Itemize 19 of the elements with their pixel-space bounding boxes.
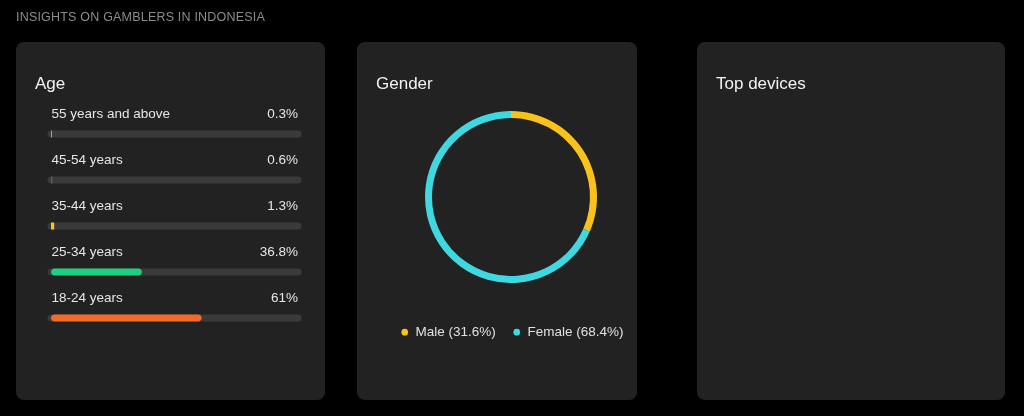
- chart-title: Age: [35, 74, 66, 94]
- y-tick-label: 55 years and above: [51, 106, 171, 121]
- data-label: 36.8%: [259, 244, 298, 259]
- bar: [51, 222, 55, 230]
- y-tick-label: 35-44 years: [51, 198, 124, 213]
- legend-label: Male (31.6%): [415, 324, 496, 340]
- y-tick-label: 45-54 years: [51, 152, 124, 167]
- data-label: 61%: [270, 290, 298, 305]
- donut-slice: [425, 111, 590, 283]
- text: Top devices: [716, 74, 806, 94]
- donut-slice: [511, 111, 597, 232]
- chart-title: Gender: [376, 74, 433, 94]
- data-label: 0.6%: [267, 152, 298, 167]
- legend-label: Female (68.4%): [527, 324, 624, 340]
- y-tick-label: 18-24 years: [51, 290, 124, 305]
- data-label: 1.3%: [267, 198, 298, 213]
- y-tick-label: 25-34 years: [51, 244, 124, 259]
- data-label: 0.3%: [267, 106, 298, 121]
- text: INSIGHTS ON GAMBLERS IN INDONESIA: [16, 10, 266, 24]
